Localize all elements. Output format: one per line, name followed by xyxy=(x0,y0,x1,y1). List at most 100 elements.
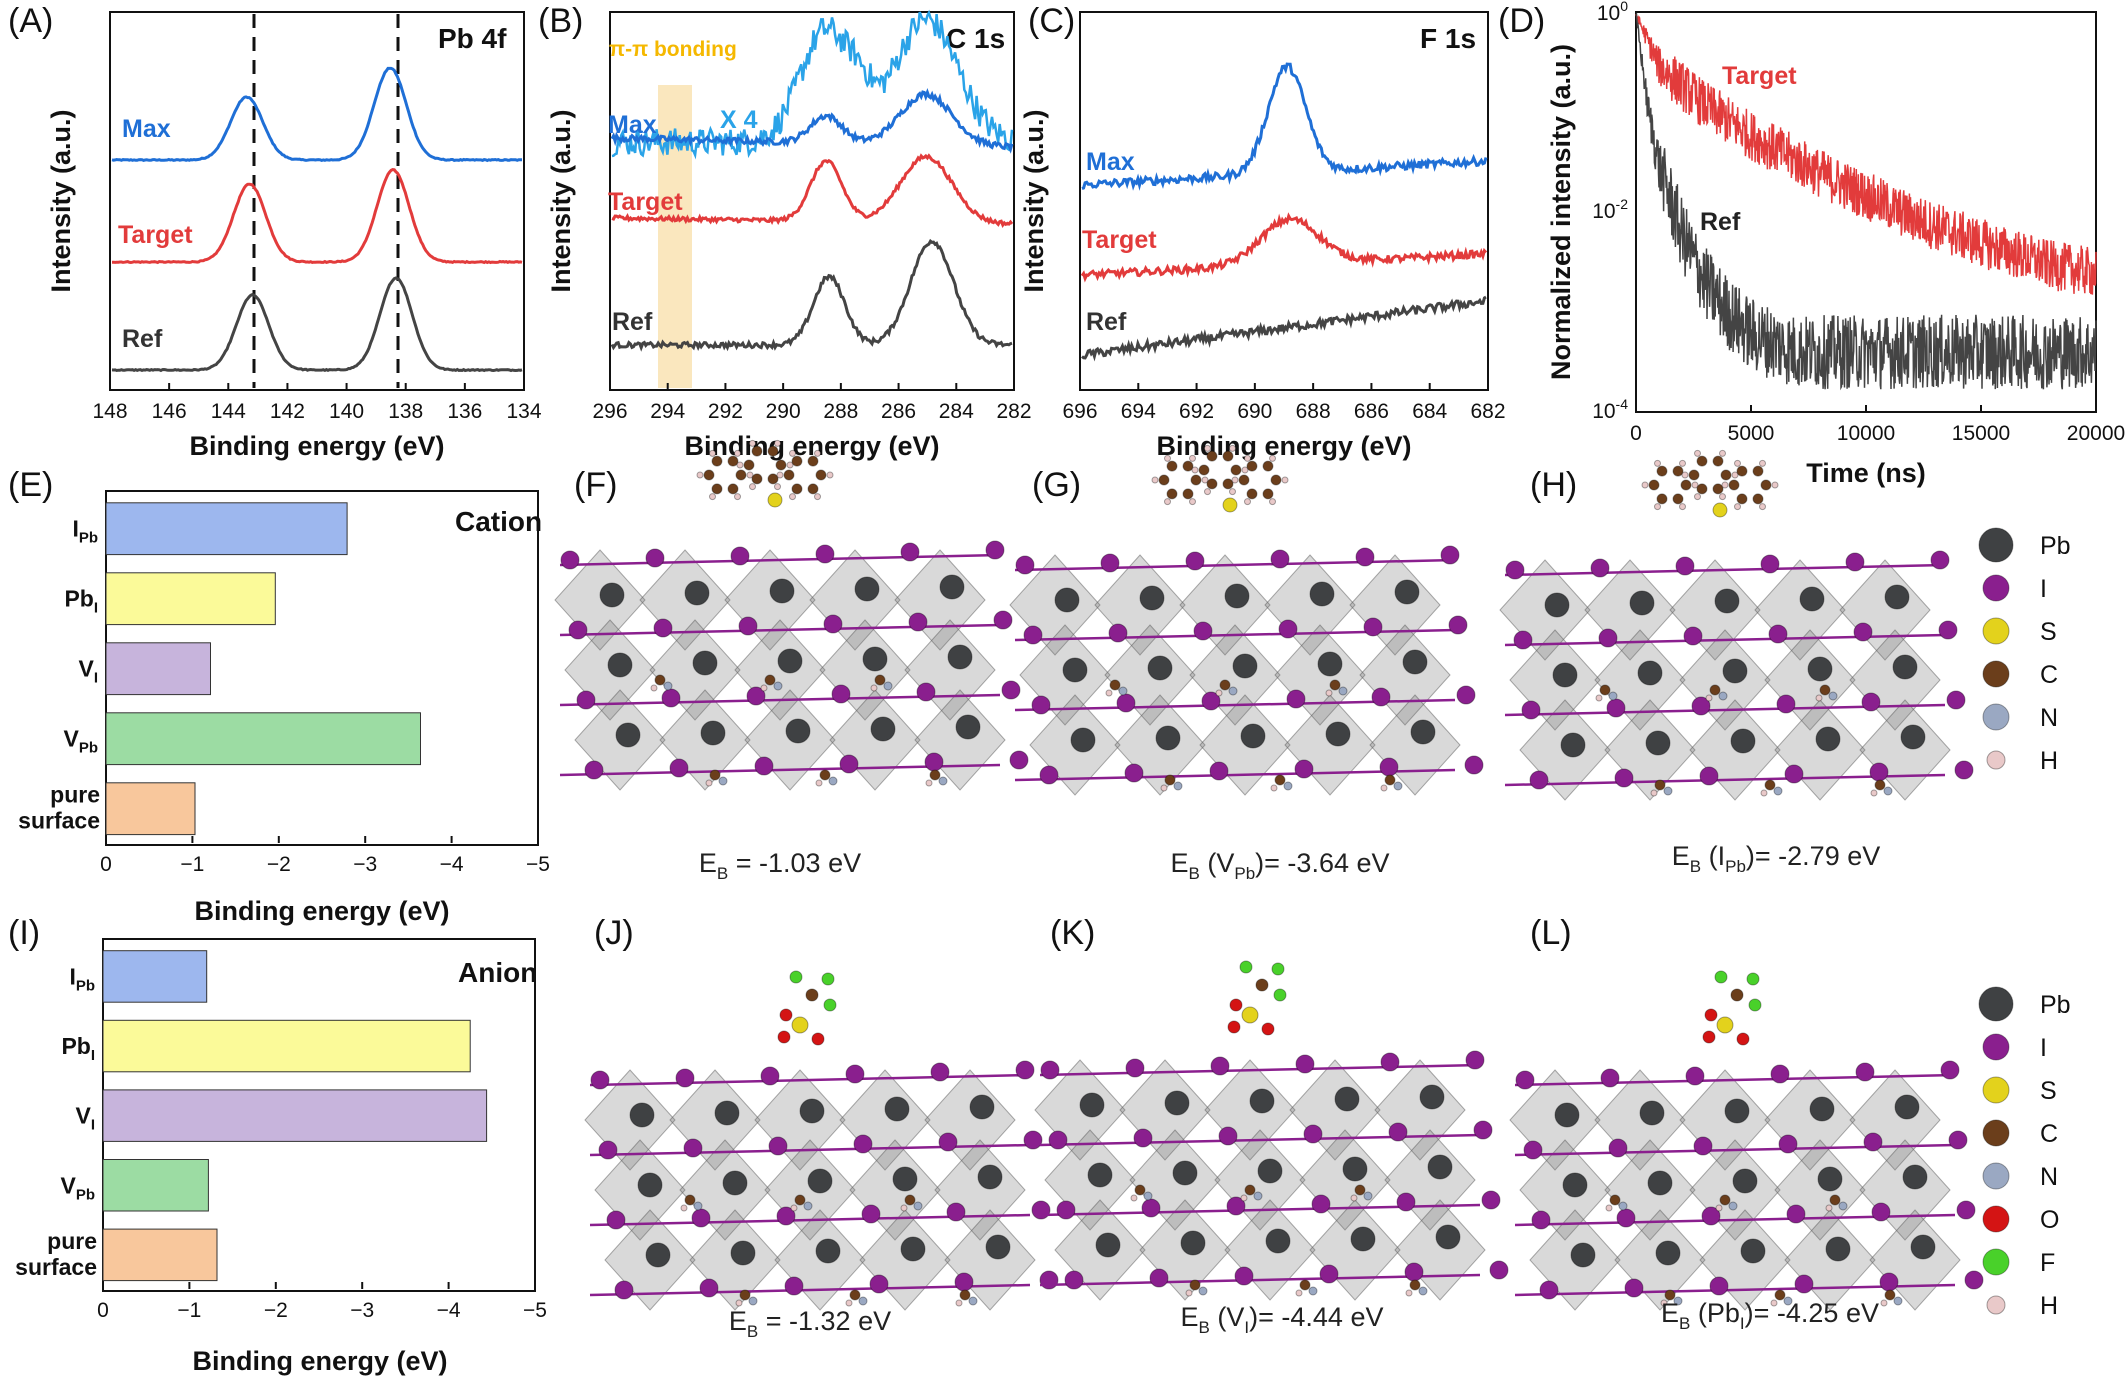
legend-label-n: N xyxy=(2040,1163,2058,1191)
carbon-atom xyxy=(1244,1184,1256,1196)
iodine-atom xyxy=(1295,1054,1315,1074)
iodine-atom xyxy=(1116,693,1136,713)
carbon-atom xyxy=(794,1194,806,1206)
carbon-atom xyxy=(1329,679,1341,691)
panel-i-category-label: pure xyxy=(47,1228,97,1254)
carbon-atom xyxy=(1712,483,1724,495)
lead-atom xyxy=(1732,1168,1758,1194)
panel-i-xtick-label: −4 xyxy=(437,1299,461,1322)
panel-c-label: (C) xyxy=(1028,2,1075,40)
nitrogen-atom xyxy=(1673,1296,1683,1306)
carbon-atom xyxy=(1736,465,1748,477)
hydrogen-atom xyxy=(1295,1289,1303,1297)
iodine-atom xyxy=(1473,1120,1493,1140)
lead-atom xyxy=(607,652,633,678)
carbon-atom xyxy=(1190,474,1202,486)
crystal-lattice xyxy=(1009,545,1484,796)
lattice-bond xyxy=(589,1143,1031,1157)
lead-atom xyxy=(1249,1088,1275,1114)
panel-c-label-ref: Ref xyxy=(1086,308,1127,336)
iodine-atom xyxy=(1539,1280,1559,1300)
carbon-atom xyxy=(727,455,739,467)
carbon-atom xyxy=(1246,488,1258,500)
lead-atom xyxy=(1807,656,1833,682)
panel-c: (C) F 1s Intensity (a.u.) Binding energy… xyxy=(1019,2,1506,461)
lead-atom xyxy=(1825,1236,1851,1262)
structure-panel-label: (L) xyxy=(1530,914,1572,952)
iodine-atom xyxy=(1505,560,1525,580)
iodine-atom xyxy=(1760,554,1780,574)
iodine-atom xyxy=(614,1280,634,1300)
carbon-atom xyxy=(711,455,723,467)
iodine-atom xyxy=(1855,1062,1875,1082)
panel-i-corner-title: Anion xyxy=(458,957,537,988)
lead-atom xyxy=(1317,651,1343,677)
panel-b-label-zoom: X 4 xyxy=(720,106,758,134)
nitrogen-atom xyxy=(1608,691,1618,701)
iodine-atom xyxy=(1363,617,1383,637)
nitrogen-atom xyxy=(1198,1286,1208,1296)
oxygen-atom xyxy=(1702,1030,1716,1044)
panel-d-xtick-label: 10000 xyxy=(1837,422,1895,445)
hydrogen-atom xyxy=(1660,1299,1668,1307)
carbon-atom xyxy=(703,469,715,481)
lead-atom xyxy=(1062,657,1088,683)
lead-atom xyxy=(1427,1154,1453,1180)
hydrogen-atom xyxy=(790,1204,798,1212)
panel-b: (B) C 1s π-π bonding Intensity (a.u.) Bi… xyxy=(538,2,1032,461)
carbon-atom xyxy=(1764,779,1776,791)
binding-energy-caption: EB (IPb)= -2.79 eV xyxy=(1672,841,1880,876)
hydrogen-atom xyxy=(1244,454,1251,462)
panel-b-ylabel: Intensity (a.u.) xyxy=(546,109,576,292)
carbon-atom xyxy=(807,483,819,495)
hydrogen-atom xyxy=(1270,784,1278,792)
iodine-atom xyxy=(993,610,1013,630)
iodine-atom xyxy=(1039,1270,1059,1290)
carbon-atom xyxy=(1274,774,1286,786)
carbon-atom xyxy=(1774,1289,1786,1301)
lead-atom xyxy=(1139,585,1165,611)
iodine-atom xyxy=(1311,1194,1331,1214)
panel-i-category-label: IPb xyxy=(69,963,95,994)
iodine-atom xyxy=(1691,696,1711,716)
lattice-bond xyxy=(1514,1073,1956,1087)
panel-i-xtick-label: −5 xyxy=(523,1299,547,1322)
carbon-atom xyxy=(849,1289,861,1301)
iodine-atom xyxy=(900,542,920,562)
iodine-atom xyxy=(815,544,835,564)
panel-b-xtick-label: 296 xyxy=(592,400,627,423)
hydrogen-atom xyxy=(1595,694,1603,702)
carbon-atom xyxy=(751,473,763,485)
iodine-atom xyxy=(1946,690,1966,710)
hydrogen-atom xyxy=(1815,694,1823,702)
octahedron xyxy=(859,1209,951,1311)
hydrogen-atom xyxy=(1151,476,1159,484)
carbon-atom xyxy=(1728,479,1740,491)
carbon-atom xyxy=(684,1194,696,1206)
iodine-atom xyxy=(1845,552,1865,572)
iodine-atom xyxy=(560,550,580,570)
panel-b-series-target xyxy=(611,153,1014,229)
legend-swatch-pb xyxy=(1978,527,2014,563)
octahedron xyxy=(1869,1209,1961,1311)
hydrogen-atom xyxy=(786,461,794,469)
lead-atom xyxy=(1817,1166,1843,1192)
iodine-atom xyxy=(1001,680,1021,700)
iodine-atom xyxy=(839,754,859,774)
octahedron xyxy=(1309,1199,1401,1301)
panel-b-label: (B) xyxy=(538,2,583,40)
legend-label-n: N xyxy=(2040,704,2058,732)
lead-atom xyxy=(1435,1224,1461,1250)
structure-panel-6: (L) EB (PbI)= -4.25 eV xyxy=(1509,914,1984,1333)
sulfur-atom xyxy=(1241,1006,1259,1024)
nitrogen-atom xyxy=(1173,781,1183,791)
lead-atom xyxy=(1570,1242,1596,1268)
iodine-atom xyxy=(1614,768,1634,788)
iodine-atom xyxy=(1784,764,1804,784)
iodine-atom xyxy=(1523,1140,1543,1160)
structure-panel-label: (G) xyxy=(1032,466,1081,504)
carbon-atom xyxy=(1829,1194,1841,1206)
hydrogen-atom xyxy=(1870,789,1878,797)
iodine-atom xyxy=(1871,1202,1891,1222)
hydrogen-atom xyxy=(746,471,754,479)
